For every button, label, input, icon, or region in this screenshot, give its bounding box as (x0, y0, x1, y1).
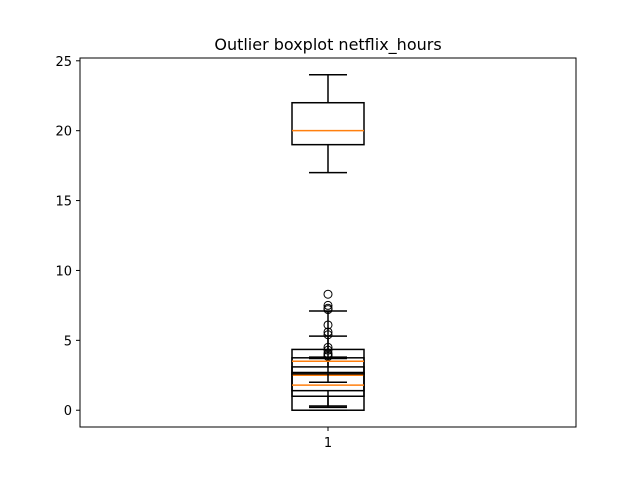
x-tick-label: 1 (324, 436, 332, 451)
plot-frame (79, 57, 577, 428)
y-tick-label: 20 (55, 125, 72, 140)
y-tick-label: 15 (55, 195, 72, 210)
y-tick-label: 0 (64, 404, 72, 419)
chart-title: Outlier boxplot netflix_hours (214, 35, 441, 55)
y-tick-label: 5 (64, 334, 72, 349)
box-group-5 (291, 356, 365, 384)
outlier-point (323, 345, 333, 355)
outlier-point (323, 300, 333, 310)
box (291, 101, 365, 146)
outlier-point (323, 289, 333, 299)
plot-area (291, 74, 365, 411)
outlier-point (323, 327, 333, 337)
outlier-point (323, 342, 333, 352)
outlier-point (323, 320, 333, 330)
outlier-point (323, 330, 333, 340)
box-group-1 (291, 74, 365, 174)
outlier-point (323, 303, 333, 313)
axes: 0 5 10 15 20 25 1 (55, 55, 332, 451)
box (291, 357, 365, 375)
y-tick-label: 25 (55, 55, 72, 70)
y-tick-label: 10 (55, 264, 72, 279)
